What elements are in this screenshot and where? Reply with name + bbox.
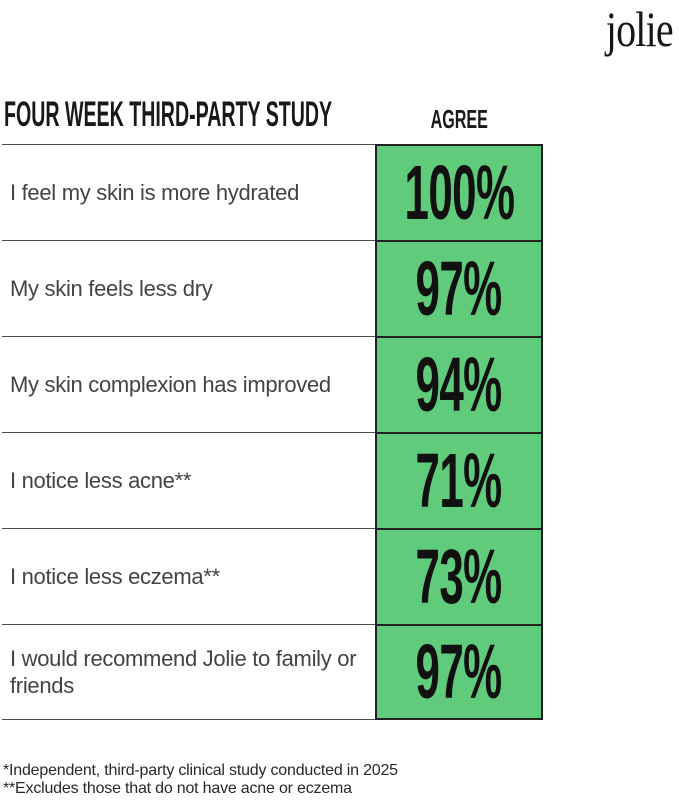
agree-value-cell: 97%	[375, 240, 543, 336]
statement-cell: I would recommend Jolie to family or fri…	[2, 624, 375, 720]
study-results-table: I feel my skin is more hydrated 100% My …	[2, 144, 543, 720]
table-row: My skin complexion has improved 94%	[2, 336, 543, 432]
statement-cell: I notice less eczema**	[2, 528, 375, 624]
table-row: I notice less eczema** 73%	[2, 528, 543, 624]
agree-percent: 97%	[415, 245, 503, 332]
agree-percent: 97%	[415, 628, 503, 715]
jolie-logo: jolie	[589, 0, 674, 58]
statement-cell: I feel my skin is more hydrated	[2, 144, 375, 240]
agree-column-header: AGREE	[375, 106, 543, 132]
study-title-text: FOUR WEEK THIRD-PARTY STUDY	[4, 95, 333, 134]
footnote-exclusions: **Excludes those that do not have acne o…	[3, 780, 352, 797]
agree-percent: 73%	[415, 533, 503, 620]
agree-percent: 71%	[415, 437, 503, 524]
agree-value-cell: 71%	[375, 432, 543, 528]
statement-cell: I notice less acne**	[2, 432, 375, 528]
agree-percent: 94%	[415, 341, 503, 428]
jolie-logo-text: jolie	[605, 1, 674, 57]
footnote-study-source: *Independent, third-party clinical study…	[3, 762, 398, 779]
agree-value-cell: 97%	[375, 624, 543, 720]
agree-percent: 100%	[404, 149, 515, 236]
statement-cell: My skin feels less dry	[2, 240, 375, 336]
agree-value-cell: 73%	[375, 528, 543, 624]
footnotes: *Independent, third-party clinical study…	[3, 762, 398, 798]
study-title: FOUR WEEK THIRD-PARTY STUDY	[4, 97, 590, 132]
agree-value-cell: 94%	[375, 336, 543, 432]
statement-cell: My skin complexion has improved	[2, 336, 375, 432]
table-row: My skin feels less dry 97%	[2, 240, 543, 336]
table-row: I would recommend Jolie to family or fri…	[2, 624, 543, 720]
table-row: I feel my skin is more hydrated 100%	[2, 144, 543, 240]
table-row: I notice less acne** 71%	[2, 432, 543, 528]
agree-column-header-text: AGREE	[430, 104, 488, 134]
agree-value-cell: 100%	[375, 144, 543, 240]
